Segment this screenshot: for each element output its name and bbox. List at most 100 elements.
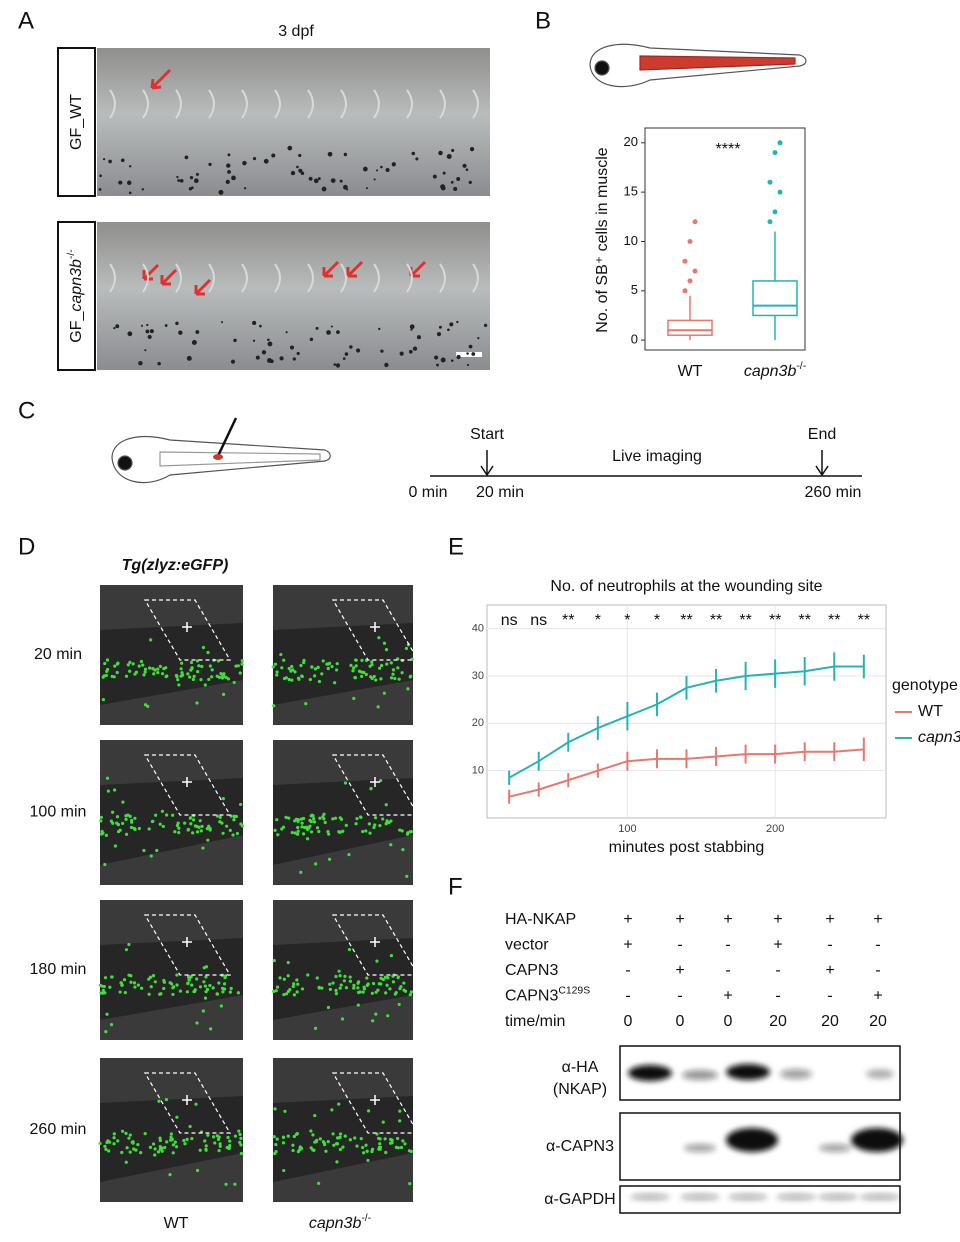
cell: -	[625, 962, 630, 979]
cell	[282, 977, 286, 981]
cell	[283, 1109, 287, 1113]
pigment	[225, 179, 230, 184]
cell: +	[825, 962, 834, 979]
cell	[355, 816, 359, 821]
cell	[373, 823, 377, 827]
cell	[281, 1141, 286, 1145]
cell	[134, 670, 139, 674]
pigment	[450, 180, 454, 184]
cell	[360, 658, 364, 662]
cell	[128, 1133, 132, 1137]
cell	[190, 983, 194, 987]
cell	[296, 982, 300, 986]
cell	[278, 976, 282, 980]
cell	[238, 1140, 242, 1145]
cell	[151, 667, 155, 671]
cell	[373, 816, 378, 820]
cell	[391, 980, 396, 984]
cell	[175, 973, 179, 977]
cell: +	[723, 988, 732, 1005]
pigment	[342, 184, 348, 190]
cell	[179, 674, 183, 678]
pigment	[189, 176, 194, 180]
pigment	[380, 165, 383, 169]
cell	[222, 987, 227, 991]
cell	[384, 991, 388, 995]
cell	[272, 704, 276, 708]
somite	[406, 89, 413, 119]
cell	[212, 1135, 216, 1139]
micrograph	[97, 222, 490, 370]
cell	[390, 1138, 394, 1142]
cell	[290, 664, 294, 669]
cell	[309, 1146, 313, 1150]
legend-title: genotype	[892, 677, 958, 694]
cell	[299, 870, 303, 874]
cell	[190, 1137, 194, 1141]
cell	[272, 1135, 276, 1139]
cell	[405, 874, 409, 878]
cell	[129, 974, 133, 978]
cell	[359, 1137, 363, 1141]
cell	[282, 676, 287, 681]
cell	[173, 830, 177, 834]
cell: 0	[676, 1013, 685, 1030]
wound-site	[182, 1095, 192, 1105]
cell	[367, 822, 372, 826]
timeline-label: Live imaging	[612, 448, 702, 465]
pigment	[195, 330, 200, 334]
cell	[408, 993, 412, 997]
pigment	[436, 363, 439, 367]
cell	[174, 1145, 179, 1149]
cell	[239, 1143, 243, 1147]
cell	[361, 1145, 365, 1150]
cell: 0	[624, 1013, 633, 1030]
cell	[175, 983, 179, 987]
pigment	[440, 357, 446, 363]
pigment	[191, 186, 194, 190]
cell: 0	[724, 1013, 733, 1030]
pigment	[252, 156, 257, 161]
cell	[352, 696, 356, 701]
cell	[110, 674, 114, 679]
cell	[235, 831, 239, 836]
cell	[161, 824, 165, 829]
cell	[275, 670, 279, 674]
column-label-part: -/-	[361, 1213, 371, 1224]
cell	[379, 663, 384, 668]
cell	[183, 1142, 187, 1146]
timeline	[430, 450, 862, 477]
pigment	[263, 158, 269, 164]
label-box	[57, 47, 96, 197]
cell	[105, 658, 110, 662]
cell	[398, 1119, 402, 1123]
cell	[106, 789, 110, 793]
cell	[331, 1132, 335, 1136]
row-label: CAPN3	[505, 962, 558, 979]
cell	[314, 862, 318, 866]
pigment	[193, 178, 199, 184]
cell	[192, 674, 196, 678]
cell	[353, 676, 358, 680]
pigment	[195, 172, 199, 176]
cell	[370, 660, 374, 664]
cell	[143, 1132, 147, 1136]
cell	[205, 987, 210, 992]
cell	[233, 1134, 238, 1138]
cell	[240, 662, 244, 666]
cell	[284, 992, 289, 996]
cell	[309, 819, 313, 824]
label-box	[57, 221, 96, 371]
cell	[151, 973, 156, 978]
blot-label: (NKAP)	[553, 1081, 607, 1098]
cell	[337, 1102, 341, 1106]
somite	[109, 89, 116, 119]
cell	[183, 821, 187, 825]
cell	[191, 818, 196, 822]
cell	[199, 829, 203, 833]
cell	[297, 677, 301, 681]
cell	[360, 674, 364, 678]
cell	[360, 670, 364, 674]
cell	[409, 829, 413, 834]
